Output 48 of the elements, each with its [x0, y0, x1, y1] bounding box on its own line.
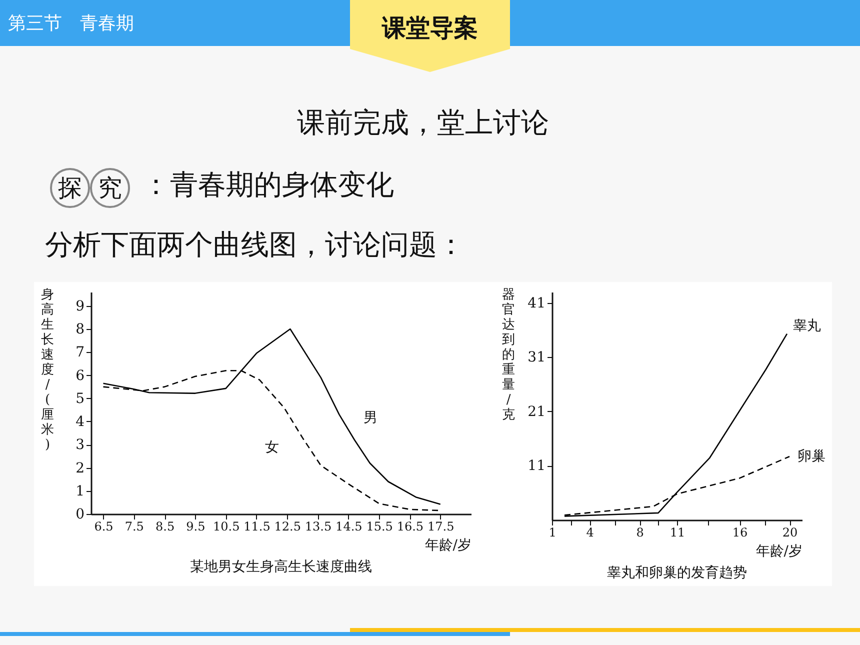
x-tick-label: 11	[670, 526, 686, 540]
text: 探究	[57, 173, 123, 204]
text: 第三节 青春期	[8, 12, 134, 35]
y-tick-label: 21	[528, 404, 546, 420]
x-tick-label: 1	[548, 526, 556, 540]
y-tick-label: 1	[76, 483, 84, 500]
x-tick-label: 16.5	[396, 520, 424, 534]
x-tick-label: 8	[636, 526, 644, 540]
text: ：青春期的身体变化	[142, 167, 394, 203]
text: 某地男女生身高生长速度曲线	[190, 559, 372, 575]
x-tick-label: 13.5	[304, 520, 332, 534]
x-tick-label: 12.5	[274, 520, 301, 534]
text: 睾丸和卵巢的发育趋势	[607, 564, 747, 581]
x-tick-label: 4	[586, 526, 594, 540]
y-tick-label: 41	[528, 295, 546, 312]
y-tick-label: 8	[76, 322, 84, 338]
text: 分析下面两个曲线图，讨论问题：	[45, 227, 465, 263]
x-axis-title: 年龄/岁	[424, 538, 472, 554]
x-tick-label: 20	[782, 526, 798, 540]
x-tick-label: 7.5	[124, 520, 144, 534]
x-tick-label: 16	[732, 526, 748, 540]
y-tick-label: 11	[528, 458, 546, 474]
series-label: 睾丸	[793, 318, 821, 334]
y-tick-label: 31	[528, 350, 546, 366]
y-tick-label: 4	[76, 414, 85, 430]
y-tick-label: 7	[76, 344, 84, 361]
x-tick-label: 17.5	[427, 520, 454, 534]
text: 课前完成，堂上讨论	[297, 105, 549, 141]
series-label: 卵巢	[798, 448, 826, 464]
series-label: 女	[265, 440, 280, 456]
text: 器官达到的重量/克	[502, 288, 515, 422]
x-tick-label: 11.5	[244, 520, 270, 534]
y-tick-label: 9	[76, 298, 84, 314]
y-tick-label: 2	[76, 460, 84, 476]
x-tick-label: 14.5	[336, 520, 362, 534]
x-tick-label: 6.5	[94, 520, 114, 534]
x-tick-label: 10.5	[212, 520, 240, 534]
x-axis-title: 年龄/岁	[756, 544, 802, 560]
x-tick-label: 15.5	[366, 520, 393, 534]
x-tick-label: 8.5	[156, 520, 175, 534]
text: 课堂导案	[380, 13, 479, 44]
series-label: 男	[364, 410, 378, 426]
y-tick-label: 0	[76, 506, 84, 522]
y-tick-label: 5	[76, 390, 84, 407]
text: 身高生长速度/(厘米)	[41, 288, 54, 452]
y-tick-label: 3	[76, 437, 84, 454]
x-tick-label: 9.5	[186, 520, 206, 534]
y-tick-label: 6	[76, 368, 85, 384]
